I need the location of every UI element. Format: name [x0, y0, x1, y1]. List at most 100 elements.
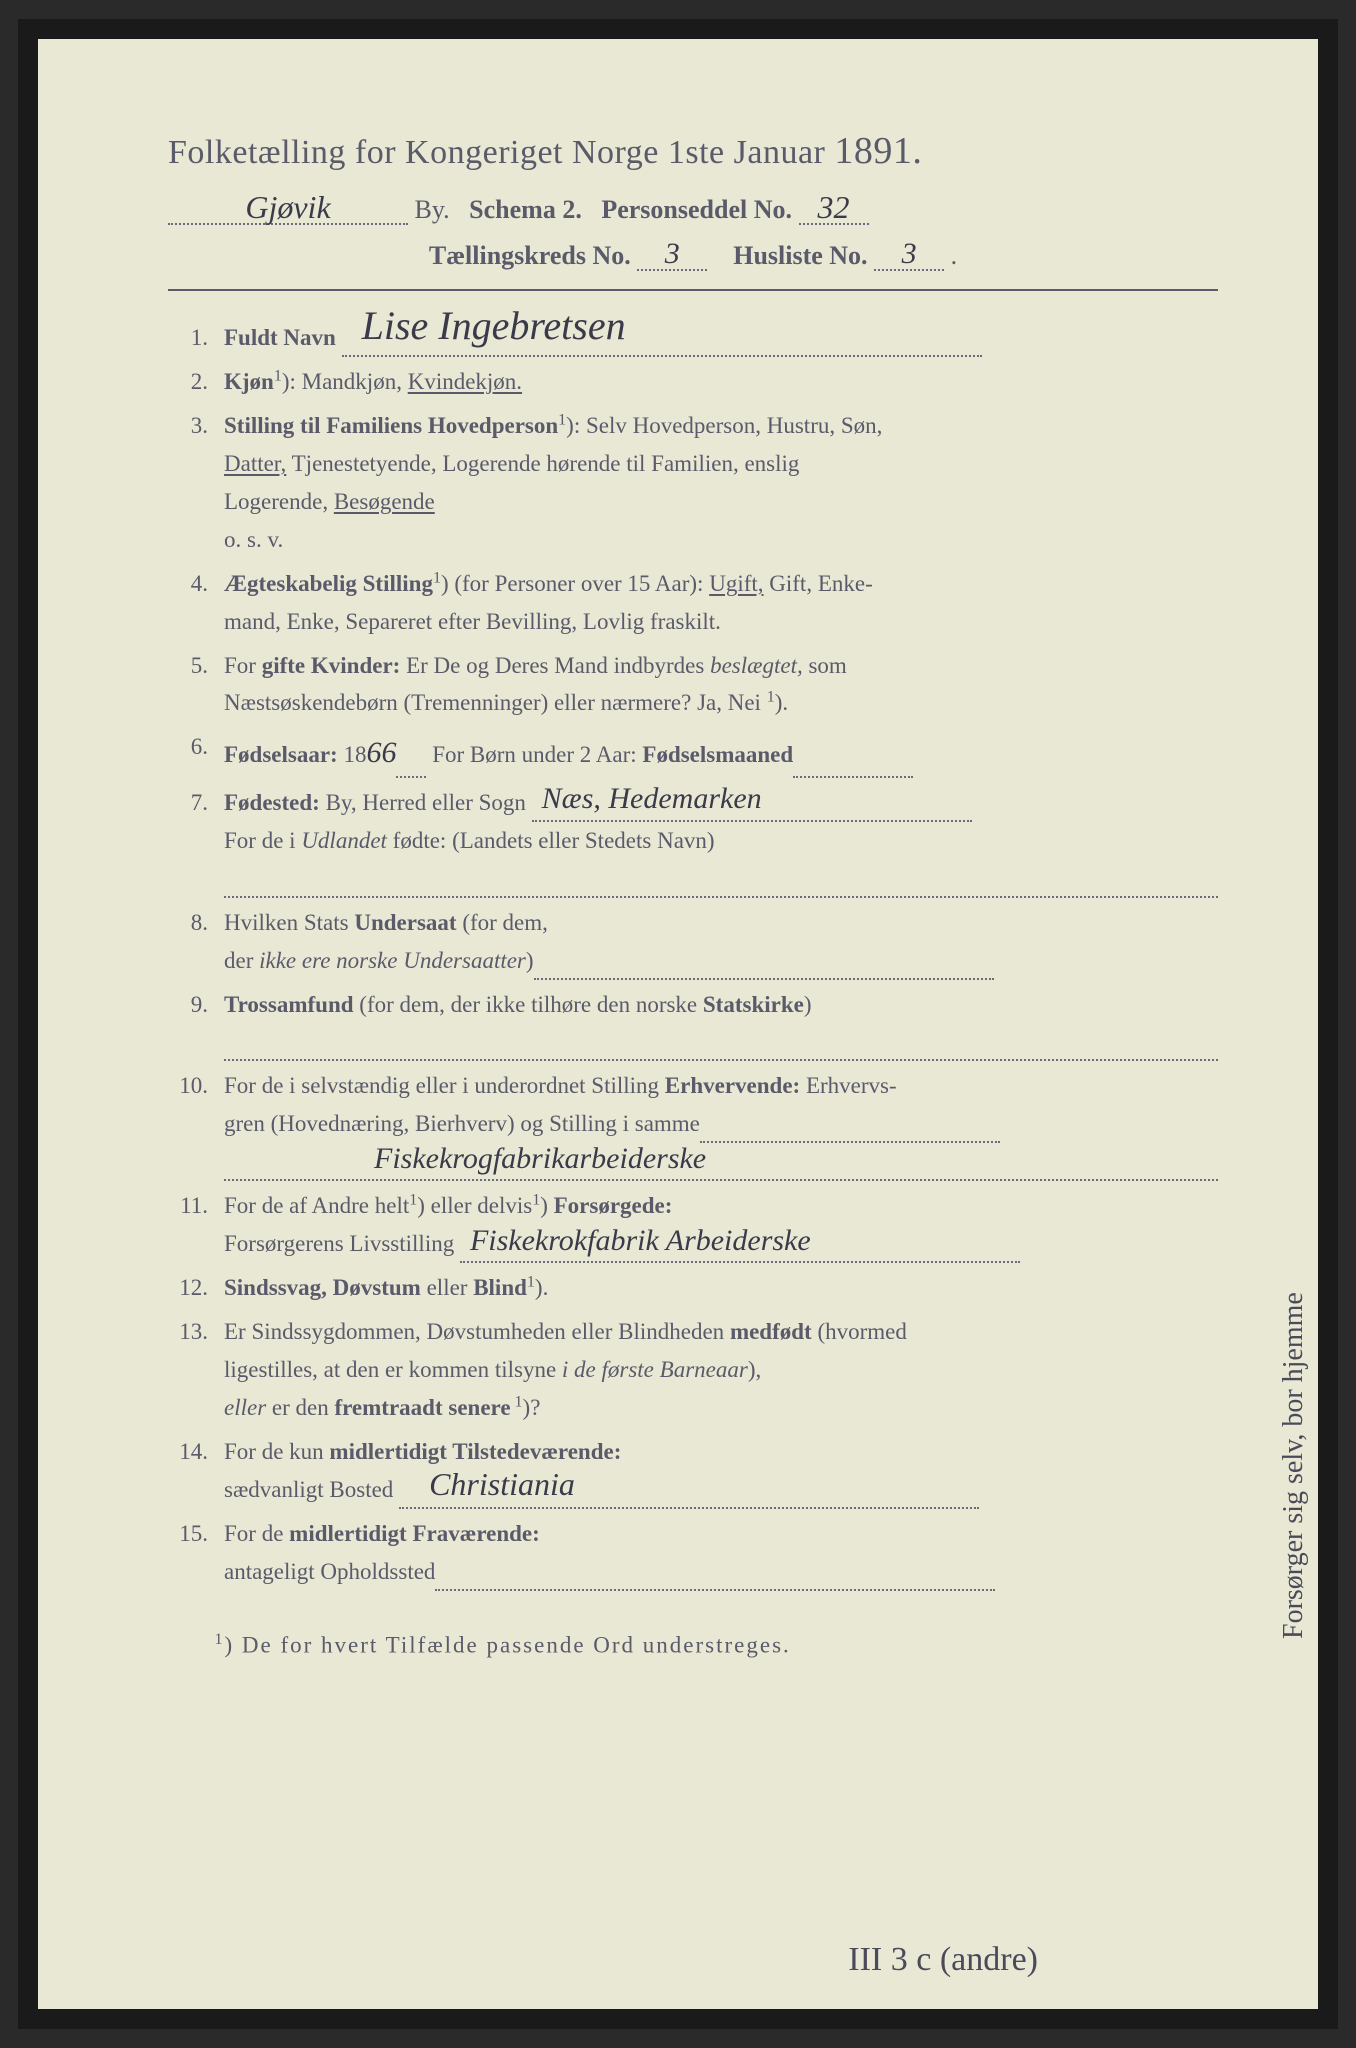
text: Er Sindssygdommen, Døvstumheden eller Bl… — [224, 1319, 730, 1344]
text: For de — [224, 1521, 289, 1546]
label: Fødselsaar: — [224, 742, 338, 767]
text: For — [224, 653, 262, 678]
text: Tjenestetyende, Logerende hørende til Fa… — [286, 451, 799, 476]
label: Trossamfund — [224, 992, 354, 1017]
text: ), — [748, 1357, 761, 1382]
label: Stilling til Familiens Hovedperson — [224, 413, 558, 438]
row-7: 7. Fødested: By, Herred eller Sogn Næs, … — [168, 784, 1218, 898]
text: (hvormed — [812, 1319, 907, 1344]
text: antageligt Opholdssted — [224, 1559, 435, 1584]
text: Logerende, — [224, 489, 334, 514]
row-9: 9. Trossamfund (for dem, der ikke tilhør… — [168, 986, 1218, 1062]
text: o. s. v. — [224, 527, 283, 552]
fullname-value: Lise Ingebretsen — [362, 293, 626, 359]
birthplace-value: Næs, Hedemarken — [542, 774, 762, 824]
label: Fødested: — [224, 790, 320, 815]
row-6: 6. Fødselsaar: 1866 For Børn under 2 Aar… — [168, 728, 1218, 778]
text: ) — [540, 1193, 553, 1218]
label: Ægteskabelig Stilling — [224, 571, 433, 596]
datter: Datter, — [224, 451, 286, 476]
label: Undersaat — [354, 910, 456, 935]
text: Forsørgerens Livsstilling — [224, 1231, 454, 1256]
row-5: 5. For gifte Kvinder: Er De og Deres Man… — [168, 647, 1218, 723]
text: ligestilles, at den er kommen tilsyne — [224, 1357, 562, 1382]
italic: eller — [224, 1395, 266, 1420]
margin-note: Forsørger sig selv, bor hjemme — [1278, 939, 1310, 1639]
text: (for dem, — [457, 910, 548, 935]
row-13: 13. Er Sindssygdommen, Døvstumheden elle… — [168, 1313, 1218, 1427]
header-line-3: Tællingskreds No. 3 Husliste No. 3 . — [168, 239, 1218, 271]
row-num: 3. — [168, 407, 224, 559]
label: Fuldt Navn — [224, 325, 336, 350]
row-14: 14. For de kun midlertidigt Tilstedevære… — [168, 1433, 1218, 1509]
row-num: 4. — [168, 565, 224, 641]
label: medfødt — [730, 1319, 812, 1344]
label: Sindssvag, Døvstum — [224, 1275, 421, 1300]
text: gren (Hovednæring, Bierhverv) og Stillin… — [224, 1111, 700, 1136]
row-num: 2. — [168, 363, 224, 401]
row-15: 15. For de midlertidigt Fraværende: anta… — [168, 1515, 1218, 1591]
footnote: 1) De for hvert Tilfælde passende Ord un… — [168, 1631, 1218, 1659]
footnote-text: ) De for hvert Tilfælde passende Ord und… — [225, 1632, 791, 1657]
text: Er De og Deres Mand indbyrdes — [400, 653, 710, 678]
label: gifte Kvinder: — [262, 653, 401, 678]
text: fødte: (Landets eller Stedets Navn) — [387, 828, 715, 853]
text: ) — [804, 992, 812, 1017]
sup: 1 — [511, 1393, 523, 1410]
text: Næstsøskendebørn (Tremenninger) eller næ… — [224, 690, 767, 715]
text: For de i selvstændig eller i underordnet… — [224, 1073, 665, 1098]
dotted-line — [224, 1039, 1218, 1061]
text: ) — [526, 948, 534, 973]
sup: 1 — [215, 1631, 225, 1648]
scan-frame: Folketælling for Kongeriget Norge 1ste J… — [18, 19, 1338, 2029]
title-text: Folketælling for Kongeriget Norge 1ste J… — [168, 134, 825, 171]
divider — [168, 289, 1218, 291]
text: (for dem, der ikke tilhøre den norske — [354, 992, 703, 1017]
by-label: By. — [415, 195, 450, 224]
italic: i de første Barneaar — [562, 1357, 748, 1382]
sup: 1 — [433, 569, 441, 586]
row-11: 11. For de af Andre helt1) eller delvis1… — [168, 1187, 1218, 1263]
text: 18 — [338, 742, 367, 767]
personseddel-label: Personseddel No. — [601, 195, 792, 224]
form-title: Folketælling for Kongeriget Norge 1ste J… — [168, 129, 1218, 173]
provider-value: Fiskekrokfabrik Arbeiderske — [470, 1216, 811, 1266]
italic: ikke ere norske Undersaatter — [259, 948, 526, 973]
text: By, Herred eller Sogn — [320, 790, 526, 815]
row-num: 12. — [168, 1269, 224, 1307]
text: For Børn under 2 Aar: — [426, 742, 642, 767]
occupation-value: Fiskekrogfabrikarbeiderske — [374, 1134, 706, 1184]
kreds-value: 3 — [637, 239, 707, 271]
row-num: 11. — [168, 1187, 224, 1263]
label: fremtraadt senere — [334, 1395, 510, 1420]
row-num: 13. — [168, 1313, 224, 1427]
row-12: 12. Sindssvag, Døvstum eller Blind1). — [168, 1269, 1218, 1307]
text: ): Selv Hovedperson, Hustru, Søn, — [566, 413, 882, 438]
bottom-note: III 3 c (andre) — [848, 1941, 1038, 1979]
sup: 1 — [274, 367, 282, 384]
row-8: 8. Hvilken Stats Undersaat (for dem, der… — [168, 904, 1218, 980]
row-2: 2. Kjøn1): Mandkjøn, Kvindekjøn. — [168, 363, 1218, 401]
text: Gift, Enke- — [764, 571, 873, 596]
row-1: 1. Fuldt Navn Lise Ingebretsen — [168, 319, 1218, 357]
text: eller — [421, 1275, 473, 1300]
husliste-label: Husliste No. — [733, 241, 867, 270]
text: ): Mandkjøn, — [282, 369, 408, 394]
italic: beslægtet, — [710, 653, 803, 678]
text: For de kun — [224, 1439, 329, 1464]
row-num: 14. — [168, 1433, 224, 1509]
text: som — [803, 653, 847, 678]
by-value: Gjøvik — [168, 191, 408, 225]
personseddel-value: 32 — [799, 191, 869, 225]
text: Hvilken Stats — [224, 910, 354, 935]
row-num: 10. — [168, 1067, 224, 1181]
row-num: 6. — [168, 728, 224, 778]
sup: 1 — [767, 689, 775, 706]
text: Erhvervs- — [800, 1073, 896, 1098]
title-year: 1891. — [834, 130, 922, 172]
row-10: 10. For de i selvstændig eller i underor… — [168, 1067, 1218, 1181]
row-4: 4. Ægteskabelig Stilling1) (for Personer… — [168, 565, 1218, 641]
label: midlertidigt Fraværende: — [289, 1521, 540, 1546]
besogende: Besøgende — [334, 489, 435, 514]
text: mand, Enke, Separeret efter Bevilling, L… — [224, 609, 721, 634]
